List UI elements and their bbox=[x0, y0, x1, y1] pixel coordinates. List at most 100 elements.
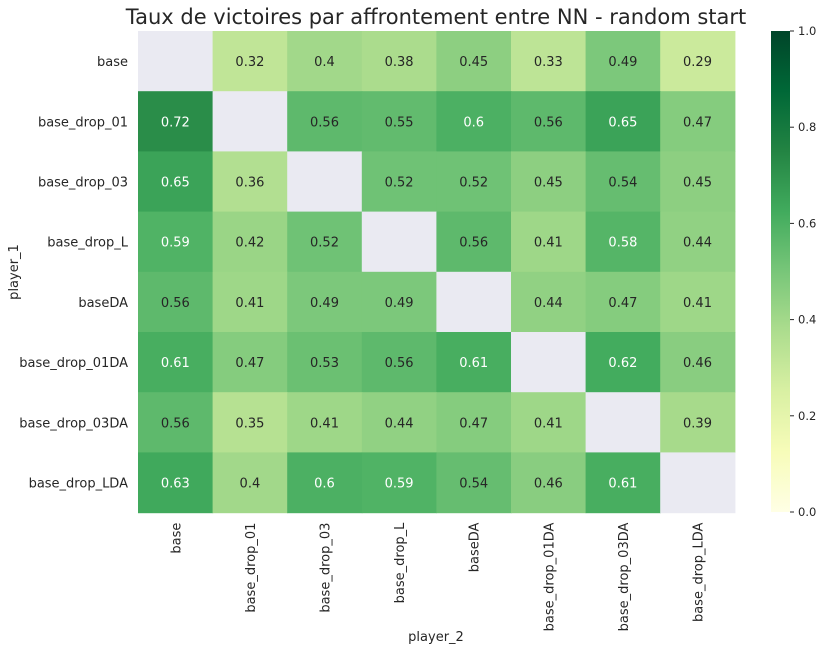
cell-value-label: 0.41 bbox=[310, 416, 339, 431]
heatmap-cell bbox=[361, 31, 437, 92]
cell-value-label: 0.47 bbox=[459, 416, 488, 431]
cell-value-label: 0.59 bbox=[385, 477, 414, 492]
heatmap-cell bbox=[287, 392, 363, 453]
heatmap-cell bbox=[138, 452, 214, 514]
cell-value-label: 0.49 bbox=[310, 296, 339, 311]
cell-value-label: 0.56 bbox=[385, 356, 414, 371]
cell-value-label: 0.44 bbox=[683, 236, 712, 251]
heatmap-cell bbox=[287, 31, 363, 92]
heatmap-cell bbox=[212, 332, 288, 393]
cell-value-label: 0.4 bbox=[240, 477, 261, 492]
heatmap-cell bbox=[361, 271, 437, 333]
cell-value-label: 0.49 bbox=[608, 55, 637, 70]
heatmap-cell bbox=[138, 151, 214, 213]
heatmap-cell bbox=[436, 452, 512, 514]
cell-value-label: 0.41 bbox=[534, 236, 563, 251]
heatmap-cell bbox=[138, 271, 214, 333]
heatmap-cell bbox=[511, 332, 587, 393]
cell-value-label: 0.58 bbox=[608, 236, 637, 251]
cell-value-label: 0.63 bbox=[161, 477, 190, 492]
cell-value-label: 0.6 bbox=[314, 477, 335, 492]
heatmap-cell bbox=[585, 332, 661, 393]
heatmap-cell bbox=[436, 211, 512, 273]
cell-value-label: 0.54 bbox=[459, 477, 488, 492]
cell-value-label: 0.56 bbox=[310, 115, 339, 130]
colorbar-tick-label: 0.6 bbox=[798, 216, 816, 230]
heatmap-cell bbox=[361, 452, 437, 514]
heatmap-cell bbox=[138, 211, 214, 273]
heatmap-cell bbox=[287, 452, 363, 514]
y-axis-label: player_1 bbox=[7, 244, 22, 300]
heatmap-cell bbox=[212, 271, 288, 333]
y-tick-label: base_drop_01 bbox=[38, 115, 128, 130]
x-tick-label: base bbox=[169, 523, 184, 554]
cell-value-label: 0.41 bbox=[235, 296, 264, 311]
cell-value-label: 0.56 bbox=[161, 416, 190, 431]
y-tick-label: base_drop_03DA bbox=[19, 416, 128, 431]
heatmap-cell bbox=[361, 211, 437, 273]
cell-value-label: 0.61 bbox=[608, 477, 637, 492]
heatmap-cell bbox=[361, 392, 437, 453]
cell-value-label: 0.35 bbox=[235, 416, 264, 431]
cell-value-label: 0.29 bbox=[683, 55, 712, 70]
cell-value-label: 0.45 bbox=[683, 176, 712, 191]
cell-value-label: 0.56 bbox=[534, 115, 563, 130]
heatmap-cell bbox=[511, 452, 587, 514]
cell-value-label: 0.54 bbox=[608, 176, 637, 191]
x-tick-label: base_drop_03DA bbox=[617, 523, 632, 632]
heatmap-cell bbox=[138, 31, 214, 92]
cell-value-label: 0.47 bbox=[608, 296, 637, 311]
cell-value-label: 0.44 bbox=[385, 416, 414, 431]
cell-value-label: 0.45 bbox=[459, 55, 488, 70]
heatmap-cell bbox=[436, 271, 512, 333]
x-tick-label: baseDA bbox=[468, 523, 483, 573]
cell-value-label: 0.62 bbox=[608, 356, 637, 371]
y-tick-label: baseDA bbox=[78, 296, 128, 311]
cell-value-label: 0.47 bbox=[235, 356, 264, 371]
y-tick-label: base_drop_L bbox=[47, 236, 129, 251]
heatmap-cell bbox=[511, 271, 587, 333]
cell-value-label: 0.36 bbox=[235, 176, 264, 191]
heatmap-cell bbox=[212, 151, 288, 213]
colorbar bbox=[771, 31, 790, 512]
cell-value-label: 0.56 bbox=[161, 296, 190, 311]
heatmap-cell bbox=[212, 91, 288, 152]
heatmap-cells: 0.32 0.4 0.38 0.45 0.33 0.49 0.29 0.72 0.56 0.55 0… bbox=[138, 31, 736, 514]
heatmap-cell bbox=[361, 151, 437, 213]
heatmap-cell bbox=[212, 211, 288, 273]
heatmap-cell bbox=[511, 31, 587, 92]
heatmap-cell bbox=[138, 392, 214, 453]
chart-title: Taux de victoires par affrontement entre… bbox=[125, 5, 747, 29]
heatmap-cell bbox=[660, 31, 736, 92]
cell-value-label: 0.38 bbox=[385, 55, 414, 70]
heatmap-cell bbox=[511, 392, 587, 453]
colorbar-tick-label: 0.8 bbox=[798, 120, 816, 134]
heatmap-cell bbox=[138, 332, 214, 393]
heatmap-cell bbox=[585, 452, 661, 514]
x-tick-label: base_drop_L bbox=[393, 522, 408, 604]
heatmap-cell bbox=[660, 392, 736, 453]
heatmap-cell bbox=[660, 211, 736, 273]
y-tick-label: base_drop_LDA bbox=[29, 477, 129, 492]
x-tick-label: base_drop_01 bbox=[244, 523, 259, 613]
heatmap-cell bbox=[212, 392, 288, 453]
colorbar-ticks: 0.0 0.2 0.4 0.6 0.8 1.0 bbox=[790, 24, 816, 519]
heatmap-cell bbox=[361, 332, 437, 393]
x-tick-label: base_drop_03 bbox=[319, 523, 334, 613]
heatmap-cell bbox=[212, 31, 288, 92]
cell-value-label: 0.65 bbox=[608, 115, 637, 130]
cell-value-label: 0.56 bbox=[459, 236, 488, 251]
cell-value-label: 0.46 bbox=[534, 477, 563, 492]
cell-value-label: 0.47 bbox=[683, 115, 712, 130]
cell-value-label: 0.32 bbox=[235, 55, 264, 70]
cell-value-label: 0.55 bbox=[385, 115, 414, 130]
heatmap-cell bbox=[660, 91, 736, 152]
heatmap-cell bbox=[511, 211, 587, 273]
heatmap-cell bbox=[660, 332, 736, 393]
heatmap-cell bbox=[212, 452, 288, 514]
y-tick-label: base_drop_03 bbox=[38, 176, 128, 191]
cell-value-label: 0.33 bbox=[534, 55, 563, 70]
heatmap-cell bbox=[436, 31, 512, 92]
y-tick-labels: base base_drop_01 base_drop_03 base_drop_Lb… bbox=[19, 55, 128, 491]
